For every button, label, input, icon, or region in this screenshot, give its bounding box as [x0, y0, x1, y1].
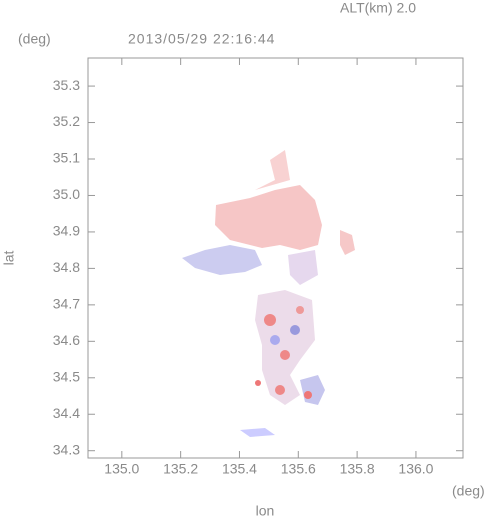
echo-cell	[290, 325, 300, 335]
echo-cell	[264, 314, 276, 326]
plot-frame	[87, 57, 464, 459]
x-axis-label: lon	[256, 503, 275, 519]
echo-pink	[255, 150, 290, 190]
echo-cell	[270, 335, 280, 345]
echo-cell	[275, 385, 285, 395]
corner-label: ALT(km) 2.0	[340, 0, 416, 16]
y-tick-label: 34.3	[53, 441, 80, 457]
echo-cell	[304, 391, 312, 399]
y-tick-label: 35.0	[53, 186, 80, 202]
echo-pink	[215, 185, 322, 250]
echo-blue	[300, 375, 325, 405]
x-tick-label: 135.4	[222, 461, 257, 477]
echo-field	[182, 150, 355, 437]
x-tick-label: 135.6	[281, 461, 316, 477]
y-tick-label: 35.2	[53, 113, 80, 129]
echo-blue	[182, 245, 262, 275]
y-tick-label: 34.7	[53, 296, 80, 312]
echo-blue	[240, 428, 275, 437]
x-tick-label: 135.8	[340, 461, 375, 477]
y-unit: (deg)	[18, 31, 51, 47]
echo-cell	[280, 350, 290, 360]
echo-mixed	[288, 250, 318, 285]
echo-pink	[340, 230, 355, 255]
y-tick-label: 34.4	[53, 405, 80, 421]
y-tick-label: 34.5	[53, 368, 80, 384]
x-tick-label: 135.2	[163, 461, 198, 477]
echo-cell	[296, 306, 304, 314]
y-tick-label: 35.3	[53, 77, 80, 93]
x-unit: (deg)	[452, 483, 485, 499]
y-tick-label: 34.9	[53, 223, 80, 239]
chart-title: 2013/05/29 22:16:44	[128, 31, 275, 47]
x-tick-label: 135.0	[104, 461, 139, 477]
y-tick-label: 34.8	[53, 259, 80, 275]
y-tick-label: 35.1	[53, 150, 80, 166]
y-tick-label: 34.6	[53, 332, 80, 348]
x-tick-label: 136.0	[398, 461, 433, 477]
echo-cell	[255, 380, 261, 386]
y-axis-label: lat	[1, 251, 17, 266]
